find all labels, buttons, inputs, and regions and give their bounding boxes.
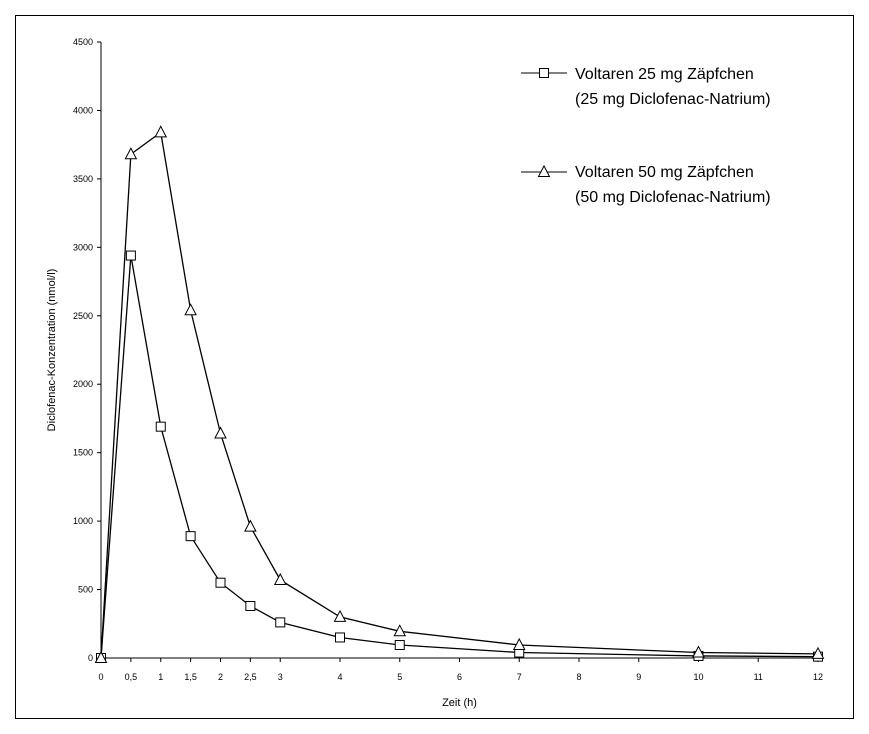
chart-frame [15,15,854,719]
data-point-triangle [214,426,227,439]
legend-label-25mg-line1: Voltaren 25 mg Zäpfchen [575,66,754,83]
data-point-triangle [94,650,108,663]
x-tick-label: 11 [754,672,763,682]
legend-item-25mg: Voltaren 25 mg Zäpfchen (25 mg Diclofena… [521,66,771,108]
legend-square-marker [539,68,549,78]
y-axis-title: Diclofenac-Konzentration (nmol/l) [46,269,58,432]
series-line [100,131,819,659]
data-point-square [155,421,166,432]
legend: Voltaren 25 mg Zäpfchen (25 mg Diclofena… [521,66,771,206]
data-point-triangle [124,147,138,160]
y-tick-label: 2500 [73,311,93,321]
x-tick-label: 9 [636,672,641,682]
series-layer [94,125,825,663]
data-point-triangle [333,609,347,622]
y-tick-label: 1500 [73,448,93,458]
y-tick-label: 500 [78,585,93,595]
y-tick-label: 0 [88,653,93,663]
x-tick-label: 4 [337,672,342,682]
data-point-square [335,632,345,643]
legend-label-25mg-line2: (25 mg Diclofenac-Natrium) [575,91,771,108]
x-tick-label: 7 [517,672,522,682]
y-tick-label: 4000 [73,105,93,115]
legend-item-50mg: Voltaren 50 mg Zäpfchen (50 mg Diclofena… [521,164,771,206]
series-line [100,255,819,659]
x-tick-label: 0 [98,672,103,682]
y-tick-label: 2000 [73,379,93,389]
x-tick-label: 8 [576,672,581,682]
data-point-triangle [393,624,407,637]
x-axis-ticks: 0 0,5 1 1,5 2 2,5 3 4 5 6 7 8 9 10 11 12 [98,658,823,682]
data-point-triangle [154,125,168,138]
legend-label-50mg-line2: (50 mg Diclofenac-Natrium) [575,189,771,206]
y-tick-label: 1000 [73,516,93,526]
data-point-triangle [692,645,705,658]
data-point-square [125,250,136,261]
x-tick-label: 6 [457,672,462,682]
x-tick-label: 2,5 [244,672,257,682]
x-tick-label: 5 [397,672,402,682]
x-tick-label: 1,5 [184,672,197,682]
y-tick-label: 4500 [73,37,93,47]
y-axis-ticks: 0 500 1000 1500 2000 2500 3000 3500 4000 4500 [73,37,101,663]
x-tick-label: 10 [693,672,703,682]
data-point-square [245,600,256,611]
data-point-triangle [273,572,287,585]
axes [100,42,818,659]
data-point-square [394,639,405,650]
series-50mg [94,125,825,663]
x-axis-title: Zeit (h) [442,697,477,709]
data-point-square [275,617,286,628]
legend-label-50mg-line1: Voltaren 50 mg Zäpfchen [575,164,754,181]
x-tick-label: 3 [278,672,283,682]
data-point-square [185,531,196,542]
data-point-triangle [184,303,197,316]
data-point-triangle [512,637,526,650]
x-tick-label: 1 [158,672,163,682]
data-point-triangle [811,646,825,659]
y-tick-label: 3500 [73,174,93,184]
series-25mg [96,250,823,663]
data-point-square [215,577,226,588]
x-tick-label: 2 [218,672,223,682]
x-tick-label: 0,5 [125,672,138,682]
y-tick-label: 3000 [73,242,93,252]
x-tick-label: 12 [813,672,823,682]
data-point-triangle [244,519,257,532]
legend-triangle-marker [537,164,551,177]
